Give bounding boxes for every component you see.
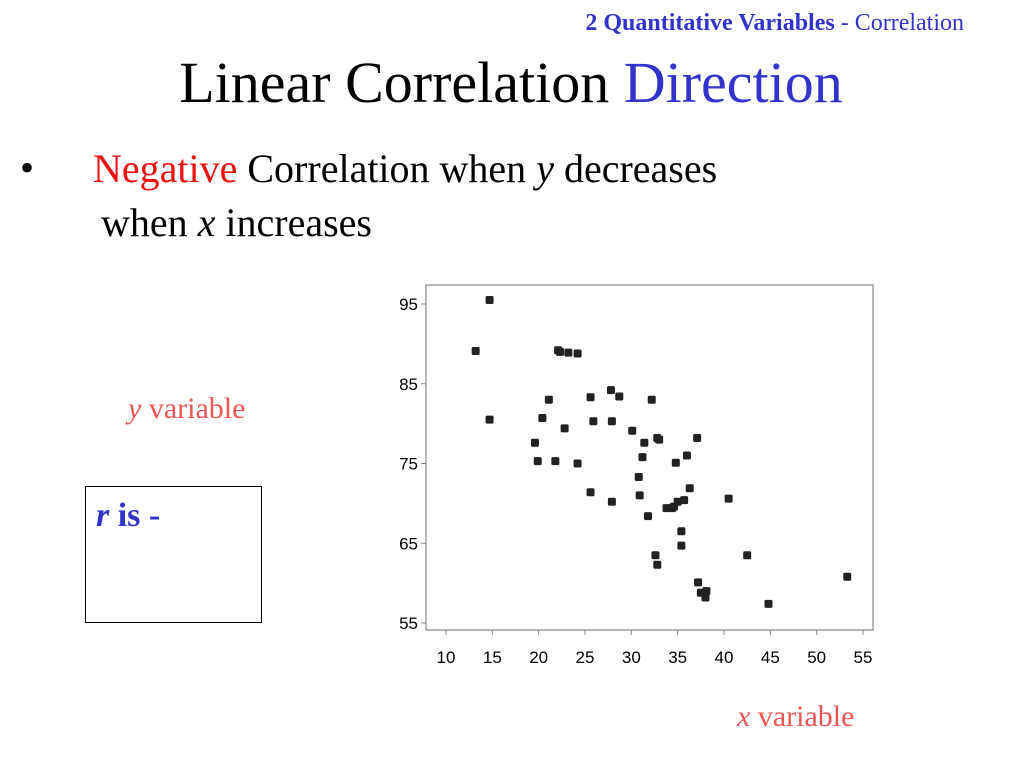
negative-word: Negative <box>93 146 238 191</box>
bullet-text-1: Correlation when <box>237 146 537 191</box>
data-point <box>560 424 569 433</box>
data-point <box>764 599 773 608</box>
x-tick-label: 25 <box>576 648 595 667</box>
x-tick-label: 10 <box>437 648 456 667</box>
x-tick-label: 35 <box>668 648 687 667</box>
x-tick-label: 40 <box>715 648 734 667</box>
title-accent: Direction <box>623 50 843 115</box>
data-point <box>655 435 664 444</box>
data-point <box>671 458 680 467</box>
data-point <box>551 457 560 466</box>
x-tick-label: 45 <box>761 648 780 667</box>
x-tick-label: 55 <box>854 648 873 667</box>
data-point <box>724 494 733 503</box>
data-point <box>485 415 494 424</box>
data-point <box>589 417 598 426</box>
line2-post: increases <box>215 200 372 245</box>
title-main: Linear Correlation <box>179 50 624 115</box>
data-point <box>743 551 752 560</box>
x-italic: x <box>197 200 216 245</box>
data-point <box>677 527 686 536</box>
data-point <box>485 296 494 305</box>
y-tick-label: 85 <box>399 375 418 394</box>
data-point <box>843 572 852 581</box>
x-tick-label: 50 <box>807 648 826 667</box>
y-tick-label: 55 <box>399 614 418 633</box>
line2-pre: when <box>101 200 198 245</box>
data-point <box>628 426 637 435</box>
data-point <box>607 497 616 506</box>
data-point <box>693 433 702 442</box>
r-sign: is - <box>109 497 161 534</box>
data-point <box>677 541 686 550</box>
data-point <box>586 488 595 497</box>
data-point <box>555 347 564 356</box>
data-point <box>573 349 582 358</box>
x-variable-label: x variable <box>737 700 854 734</box>
bullet-text: Negative Correlation when y decreases wh… <box>93 142 893 250</box>
data-point <box>647 395 656 404</box>
data-point <box>694 578 703 587</box>
data-point <box>533 457 542 466</box>
topic-strong: 2 Quantitative Variables <box>585 10 835 36</box>
data-point <box>606 386 615 395</box>
r-symbol: r <box>96 497 110 534</box>
slide-topic-tag: 2 Quantitative Variables - Correlation <box>585 10 964 37</box>
data-point <box>682 451 691 460</box>
data-point <box>615 392 624 401</box>
data-point <box>471 347 480 356</box>
data-point <box>607 417 616 426</box>
slide-title: Linear Correlation Direction <box>0 48 1022 118</box>
y-var-italic: y <box>128 392 142 425</box>
data-point <box>685 484 694 493</box>
x-var-rest: variable <box>750 700 855 733</box>
data-point <box>653 560 662 569</box>
bullet-line-2: when x increases <box>93 196 893 250</box>
bullet-marker: • <box>20 145 35 190</box>
data-point <box>634 473 643 482</box>
data-point <box>651 551 660 560</box>
x-tick-label: 15 <box>483 648 502 667</box>
y-italic: y <box>536 146 554 191</box>
data-point <box>680 496 689 505</box>
x-tick-label: 30 <box>622 648 641 667</box>
topic-rest: - Correlation <box>834 10 964 36</box>
bullet-text-2: decreases <box>553 146 718 191</box>
data-point <box>586 393 595 402</box>
data-point <box>638 453 647 462</box>
r-sign-text: r is - <box>96 497 160 535</box>
data-point <box>635 491 644 500</box>
data-point <box>573 459 582 468</box>
data-point <box>530 438 539 447</box>
data-point <box>564 348 573 357</box>
data-point <box>701 593 710 602</box>
data-point <box>702 587 711 596</box>
y-tick-label: 65 <box>399 534 418 553</box>
data-point <box>544 395 553 404</box>
data-point <box>538 414 547 423</box>
data-point <box>673 497 682 506</box>
x-tick-label: 20 <box>529 648 548 667</box>
r-sign-box: r is - <box>85 486 262 623</box>
x-var-italic: x <box>737 700 751 733</box>
y-tick-label: 95 <box>399 295 418 314</box>
data-point <box>640 438 649 447</box>
data-point <box>644 512 653 521</box>
plot-frame <box>425 284 874 631</box>
y-variable-label: y variable <box>128 392 245 426</box>
y-var-rest: variable <box>141 392 246 425</box>
y-tick-label: 75 <box>399 455 418 474</box>
